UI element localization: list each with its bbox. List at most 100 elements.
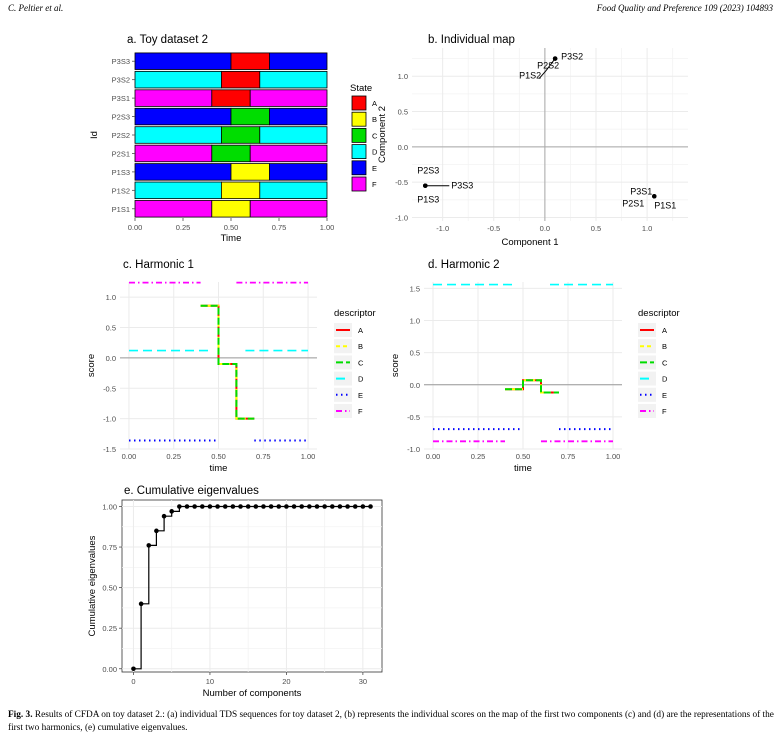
chart-b-leader-line [545, 58, 556, 71]
chart-d-series-b [505, 379, 559, 394]
chart-d-legend-key-bg [638, 387, 656, 402]
chart-c-x-tick-label: 0.75 [256, 452, 271, 461]
chart-d-title: d. Harmonic 2 [428, 259, 500, 271]
chart-d-x-tick-label: 0.00 [426, 452, 441, 461]
chart-d-y-tick-label: -0.5 [407, 413, 420, 422]
chart-e-point [314, 504, 320, 509]
chart-b-x-tick-label: -1.0 [436, 224, 449, 233]
chart-e-y-tick-label: 0.25 [102, 624, 117, 633]
chart-c-legend-key-bg [334, 387, 352, 402]
chart-e-point [368, 504, 373, 509]
chart-b-x-tick-label: 1.0 [642, 224, 652, 233]
chart-a-bar-segment [134, 70, 222, 89]
chart-b-y-tick-label: -0.5 [395, 178, 408, 187]
chart-a-y-tick-label: P1S3 [112, 168, 130, 177]
chart-a-x-tick-label: 0.00 [128, 223, 143, 232]
chart-e-point [276, 504, 282, 509]
chart-d-x-tick-label: 1.00 [606, 452, 621, 461]
chart-e-point [245, 504, 251, 509]
chart-b-point [423, 183, 428, 188]
chart-a-bar-segment [268, 52, 328, 70]
chart-c-legend-label: D [358, 375, 364, 384]
chart-e-point [322, 504, 327, 509]
chart-b-y-tick-label: 1.0 [398, 72, 408, 81]
chart-e-point [291, 504, 297, 509]
chart-a-bar-segment [249, 200, 328, 218]
chart-e-y-tick-label: 1.00 [102, 502, 117, 511]
chart-a-y-tick-label: P1S2 [112, 186, 130, 195]
chart-c-y-tick-label: -1.5 [103, 445, 116, 454]
running-header-author: C. Peltier et al. [8, 3, 64, 13]
chart-a-bar-segment [134, 52, 232, 70]
chart-a-legend-label: A [372, 99, 377, 108]
chart-a-x-tick-label: 1.00 [320, 223, 335, 232]
chart-b-x-label: Component 1 [501, 237, 558, 248]
chart-a-bar-segment [134, 200, 213, 218]
chart-a-x-tick-label: 0.25 [176, 223, 191, 232]
chart-a-x-label: Time [221, 233, 242, 244]
chart-a-bar-segment [230, 163, 270, 181]
chart-c-legend-label: B [358, 342, 363, 351]
chart-a-legend-swatch [351, 160, 367, 176]
figure-3: a. Toy dataset 2 P3S3 P3S2 P3S1 P2S3 P2S2 P2S1… [86, 34, 688, 699]
chart-a-title: a. Toy dataset 2 [127, 34, 208, 46]
chart-b-leader-line [538, 70, 547, 79]
chart-c-y-tick-label: 0.5 [106, 324, 116, 333]
chart-d-y-tick-label: 1.5 [410, 284, 420, 293]
chart-a-bar-segment [249, 89, 328, 107]
chart-a-legend-label: D [372, 148, 378, 157]
chart-b-point-label: P3S2 [561, 52, 583, 62]
chart-c-series-c [200, 304, 255, 420]
chart-a-legend-swatch [351, 144, 367, 160]
chart-c-legend-key-bg [334, 404, 352, 418]
caption-label: Fig. 3. [8, 710, 33, 720]
chart-c-series-b [200, 304, 255, 420]
chart-a-legend-label: F [372, 180, 377, 189]
chart-c-y-label: score [86, 354, 97, 377]
chart-a-bar-segment [134, 144, 213, 163]
chart-e-y-tick-label: 0.50 [102, 584, 117, 593]
chart-d-x-tick-label: 0.75 [561, 452, 576, 461]
chart-a-x-tick-label: 0.50 [224, 223, 239, 232]
chart-a-bar-segment [268, 163, 328, 181]
chart-e-title: e. Cumulative eigenvalues [124, 485, 259, 497]
chart-d-legend-label: B [662, 342, 667, 351]
chart-a-bar-segment [211, 144, 251, 163]
chart-d-series-c [505, 379, 559, 394]
chart-d-y-tick-label: 1.0 [410, 317, 420, 326]
chart-b-y-tick-label: 0.5 [398, 108, 408, 117]
running-header-journal: Food Quality and Preference 109 (2023) 1… [596, 3, 773, 13]
chart-d-y-tick-label: -1.0 [407, 445, 420, 454]
chart-d-x-label: time [514, 463, 532, 474]
chart-e-point [352, 504, 358, 509]
chart-e-point [345, 504, 350, 509]
chart-b-x-tick-label: -0.5 [487, 224, 500, 233]
chart-a-bar-segment [134, 163, 232, 181]
chart-e-y-label: Cumulative eigenvalues [87, 535, 98, 636]
chart-e-point [337, 504, 343, 509]
chart-e-x-label: Number of components [203, 688, 302, 699]
chart-c-legend-label: E [358, 391, 363, 400]
chart-c-legend-title: descriptor [334, 308, 376, 319]
chart-e-point [146, 543, 152, 548]
chart-b-point-label: P2S2 [537, 61, 559, 71]
chart-b-y-tick-label: -1.0 [395, 213, 408, 222]
chart-d-legend-label: F [662, 407, 667, 416]
chart-e-point [329, 504, 335, 509]
chart-e-point [154, 528, 159, 534]
chart-d-legend-label: D [662, 375, 668, 384]
chart-e-point [230, 504, 236, 509]
chart-e-point [207, 504, 213, 509]
chart-b-title: b. Individual map [428, 34, 515, 46]
chart-e-point [215, 504, 220, 509]
chart-e-panel-border [121, 499, 383, 673]
chart-d-legend-title: descriptor [638, 308, 680, 319]
chart-a-x-tick-label: 0.75 [272, 223, 287, 232]
chart-b-point-label: P1S2 [519, 71, 541, 81]
chart-a-bar-segment [259, 181, 328, 200]
chart-a-bar-segment [220, 126, 261, 144]
chart-a-y-tick-label: P3S1 [112, 94, 130, 103]
chart-e-point [199, 504, 205, 509]
chart-c-series-a [200, 304, 255, 420]
chart-a-legend-swatch [351, 127, 367, 143]
